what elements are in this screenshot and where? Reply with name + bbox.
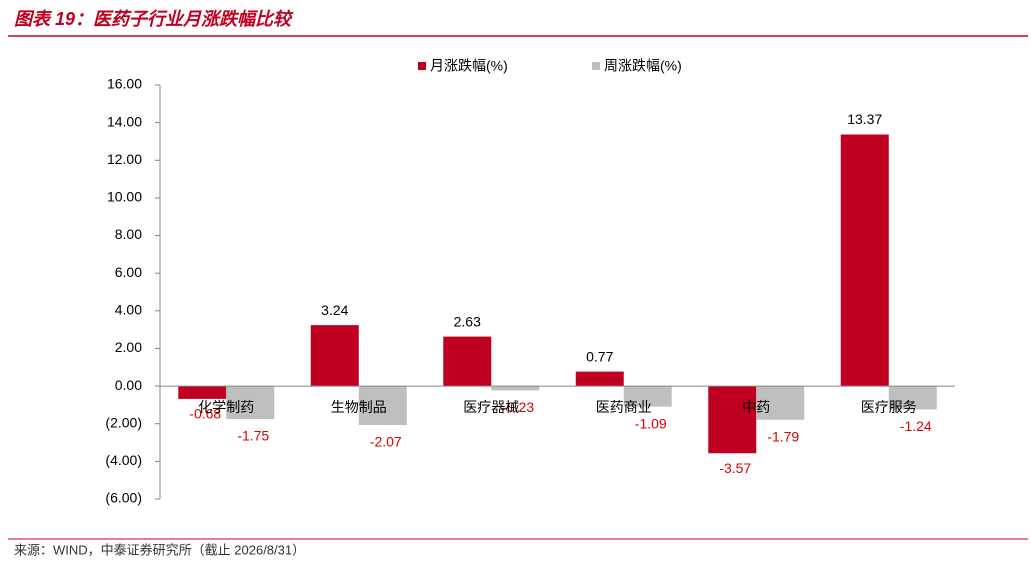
legend-label: 周涨跌幅(%) <box>604 58 682 74</box>
bar <box>491 386 540 391</box>
y-tick-label: 2.00 <box>115 339 142 355</box>
data-label: -0.23 <box>502 399 534 415</box>
y-tick-label: (2.00) <box>105 414 142 430</box>
bar <box>310 325 359 387</box>
x-tick-label: 医药商业 <box>596 399 652 415</box>
bar <box>623 386 672 407</box>
bar <box>178 386 227 399</box>
y-tick-label: (6.00) <box>105 490 142 506</box>
data-label: 0.77 <box>586 348 613 364</box>
y-tick-label: 6.00 <box>115 264 142 280</box>
bar <box>226 386 275 420</box>
y-tick-label: 8.00 <box>115 226 142 242</box>
bar <box>358 386 407 426</box>
legend-label: 月涨跌幅(%) <box>430 58 508 74</box>
data-label: 2.63 <box>454 313 481 329</box>
y-tick-label: 14.00 <box>107 113 142 129</box>
data-label: -1.09 <box>635 415 667 431</box>
source: 来源：WIND，中泰证券研究所（截止 2026/8/31） <box>14 542 305 557</box>
x-tick-label: 医疗服务 <box>861 399 917 415</box>
bar <box>575 371 624 387</box>
bar <box>840 134 889 387</box>
y-tick-label: 12.00 <box>107 151 142 167</box>
data-label: 3.24 <box>321 302 348 318</box>
y-tick-label: 4.00 <box>115 302 142 318</box>
y-tick-label: (4.00) <box>105 452 142 468</box>
data-label: 13.37 <box>847 111 882 127</box>
bar <box>888 386 937 410</box>
bar <box>756 386 805 420</box>
x-tick-label: 生物制品 <box>331 399 387 415</box>
data-label: -2.07 <box>370 434 402 450</box>
chart-title: 图表 19：医药子行业月涨跌幅比较 <box>14 9 294 29</box>
x-tick-label: 中药 <box>742 399 770 415</box>
legend-swatch <box>592 62 600 70</box>
data-label: -1.24 <box>900 418 932 434</box>
x-tick-label: 化学制药 <box>198 399 254 415</box>
data-label: -1.79 <box>767 428 799 444</box>
legend-swatch <box>418 62 426 70</box>
bar <box>443 336 492 387</box>
data-label: -3.57 <box>719 460 751 476</box>
y-tick-label: 10.00 <box>107 189 142 205</box>
x-tick-label: 医疗器械 <box>463 399 519 415</box>
data-label: -1.75 <box>237 428 269 444</box>
data-label: -0.68 <box>189 406 221 422</box>
y-tick-label: 16.00 <box>107 76 142 92</box>
bar <box>708 386 757 454</box>
y-tick-label: 0.00 <box>115 377 142 393</box>
